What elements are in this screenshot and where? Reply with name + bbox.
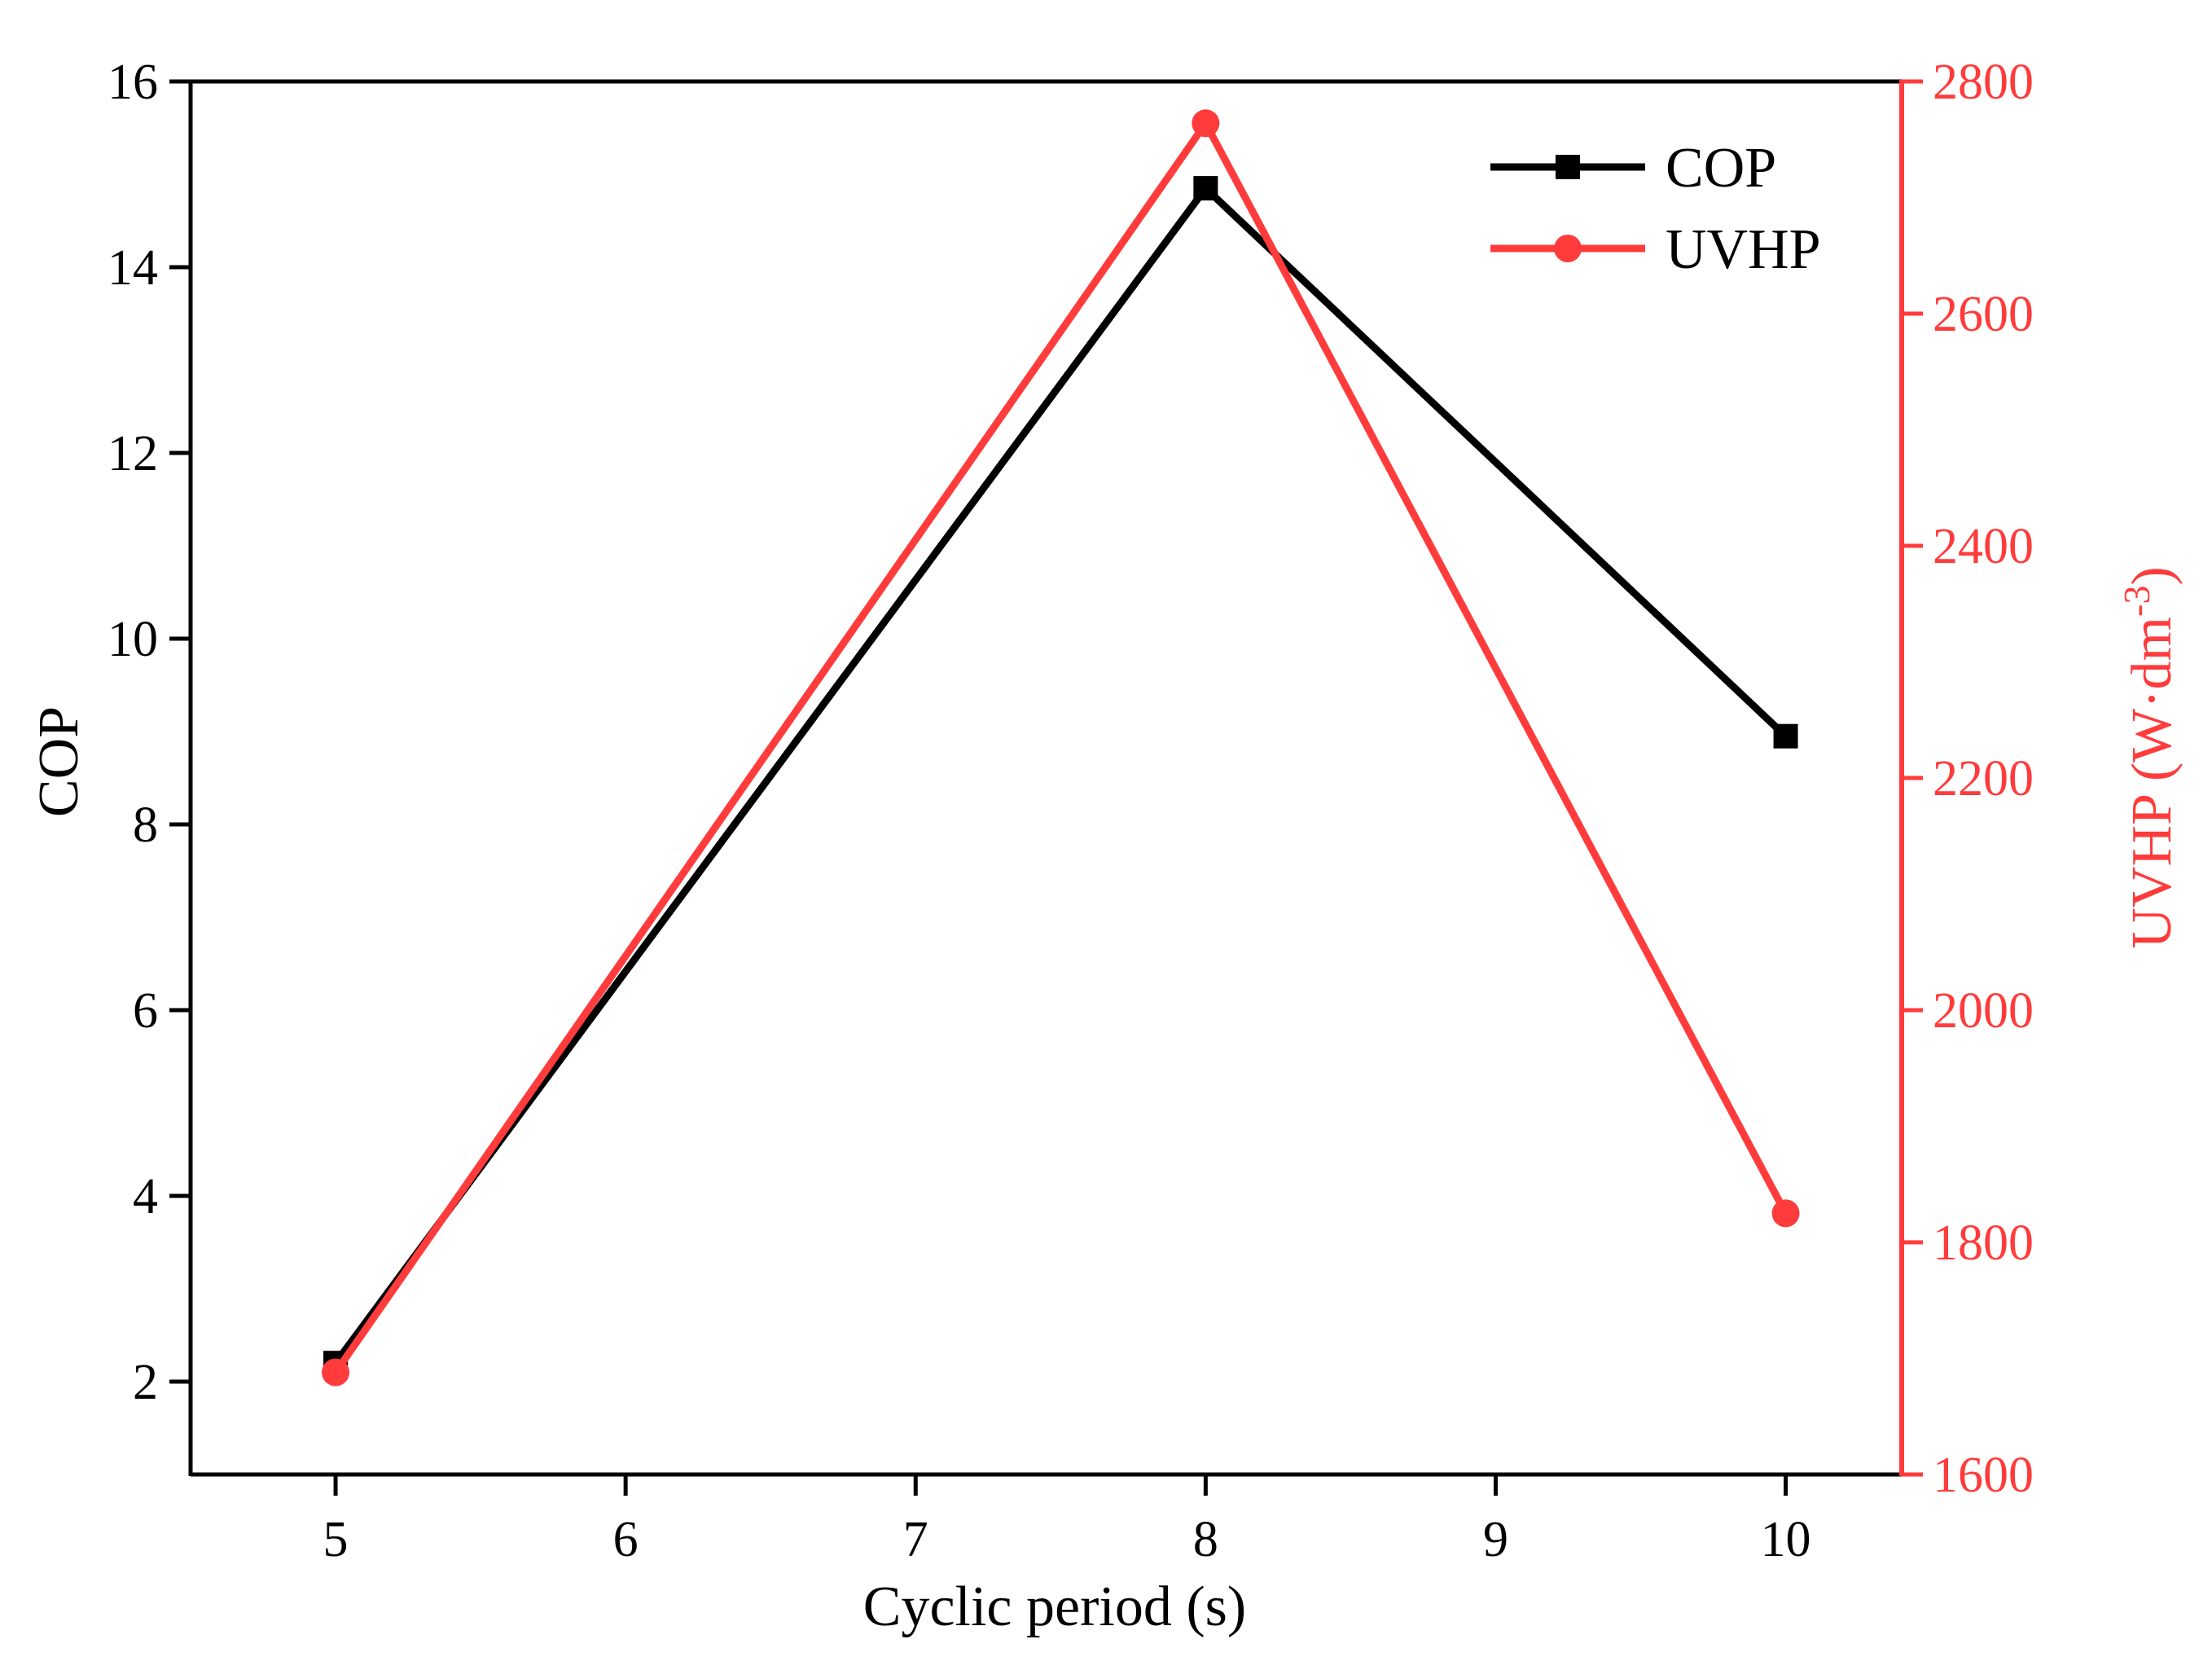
y2-axis-title-main: UVHP (W·dm (2121, 617, 2183, 949)
y-axis-title: COP (28, 706, 90, 817)
x-tick-label: 9 (1483, 1512, 1508, 1567)
y-tick-label: 12 (108, 426, 158, 481)
y2-axis-title-sup: -3 (2116, 586, 2157, 617)
x-tick-label: 5 (323, 1512, 349, 1567)
legend-label-uvhp: UVHP (1666, 218, 1821, 281)
y2-tick-label: 2200 (1933, 751, 2034, 806)
y2-tick-label: 1600 (1933, 1448, 2034, 1503)
y2-tick-label: 2600 (1933, 287, 2034, 342)
data-point-cop (1773, 723, 1798, 749)
y-tick-label: 14 (108, 240, 158, 296)
y-axis-left: 2 4 6 8 10 12 14 16 (108, 55, 191, 1410)
y2-axis-title-close: ) (2121, 566, 2183, 585)
x-tick-label: 10 (1761, 1512, 1811, 1567)
y2-tick-label: 2400 (1933, 519, 2034, 574)
legend: COP UVHP (1490, 137, 1821, 281)
series-line-uvhp (332, 116, 1789, 1375)
data-point-uvhp (1771, 1199, 1800, 1228)
legend-label-cop: COP (1666, 137, 1776, 200)
x-tick-label: 8 (1193, 1512, 1218, 1567)
y-tick-label: 6 (133, 983, 158, 1039)
plot-frame (188, 79, 1904, 1477)
y2-tick-label: 2800 (1933, 55, 2034, 110)
data-point-uvhp (322, 1358, 350, 1387)
y-axis-right: 1600 1800 2000 2200 2400 2600 2800 (1902, 55, 2034, 1503)
y-tick-label: 2 (133, 1355, 158, 1410)
x-axis: 5 6 7 8 9 10 (323, 1474, 1811, 1567)
y-tick-label: 8 (133, 798, 158, 853)
legend-marker-cop (1556, 155, 1580, 179)
y2-tick-label: 2000 (1933, 983, 2034, 1039)
x-tick-label: 7 (903, 1512, 928, 1567)
x-axis-title: Cyclic period (s) (863, 1576, 1246, 1638)
y-tick-label: 10 (108, 612, 158, 667)
x-tick-label: 6 (613, 1512, 639, 1567)
y2-axis-title: UVHP (W·dm-3) (2116, 566, 2183, 948)
data-point-cop (1193, 176, 1218, 201)
y-tick-label: 4 (133, 1169, 158, 1224)
y2-tick-label: 1800 (1933, 1215, 2034, 1271)
data-point-uvhp (1192, 109, 1220, 138)
y-tick-label: 16 (108, 55, 158, 110)
legend-marker-uvhp (1554, 235, 1582, 262)
series-layer (322, 109, 1800, 1387)
series-line-cop (332, 182, 1788, 1365)
